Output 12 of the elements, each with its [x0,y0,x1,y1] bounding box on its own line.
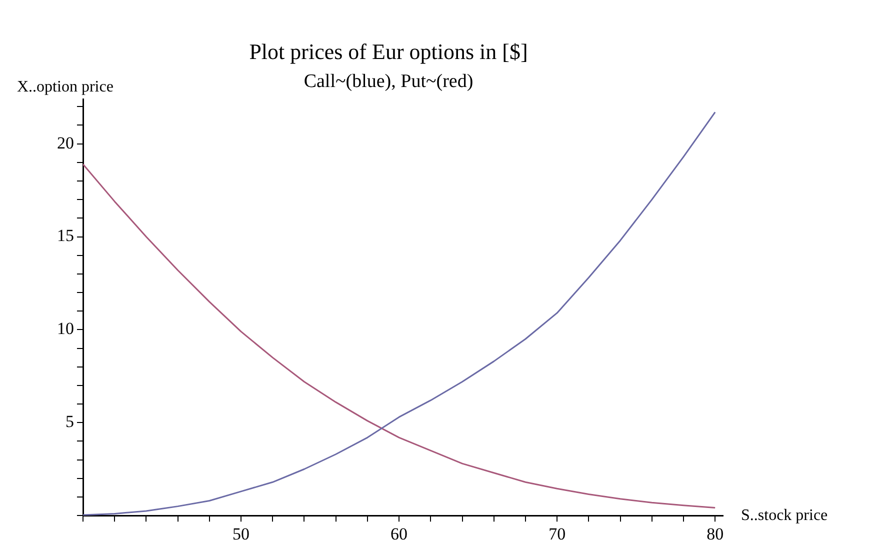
y-tick-label: 20 [57,133,74,152]
chart-title: Plot prices of Eur options in [$] [249,38,528,64]
x-tick-label: 50 [232,524,250,544]
chart-subtitle: Call~(blue), Put~(red) [304,70,474,92]
x-tick-label: 80 [706,524,724,544]
x-axis-title: S..stock price [741,506,828,524]
y-tick-label: 5 [66,412,74,432]
y-tick-label: 15 [57,226,74,246]
x-tick-label: 60 [390,524,408,544]
y-axis-title: X..option price [17,78,114,96]
y-tick-label: 10 [57,319,74,338]
x-tick-label: 70 [548,524,566,544]
